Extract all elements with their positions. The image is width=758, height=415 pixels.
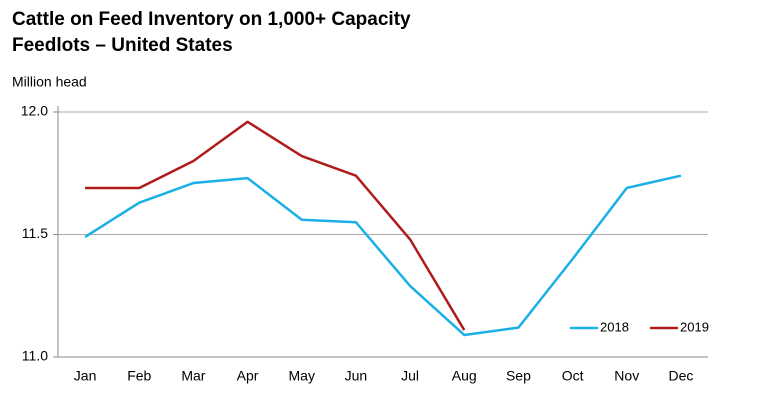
x-tick-label: Aug <box>452 368 477 384</box>
y-tick-label: 12.0 <box>21 103 48 119</box>
y-tick-label: 11.5 <box>22 225 48 241</box>
y-tick-label: 11.0 <box>22 348 48 364</box>
y-axis-label: Million head <box>12 74 87 90</box>
legend-label: 2019 <box>680 319 709 334</box>
x-tick-label: May <box>289 368 315 384</box>
x-tick-label: Jan <box>74 368 97 384</box>
line-series <box>85 120 466 331</box>
x-tick-label: Jun <box>345 368 368 384</box>
x-tick-label: Jul <box>401 368 419 384</box>
x-tick-label: Mar <box>181 368 205 384</box>
x-tick-label: Sep <box>506 368 531 384</box>
legend-label: 2018 <box>600 319 629 334</box>
x-tick-label: Oct <box>562 368 584 384</box>
x-tick-label: Feb <box>127 368 151 384</box>
chart-title: Cattle on Feed Inventory on 1,000+ Capac… <box>12 9 411 30</box>
line-series <box>84 174 682 337</box>
x-tick-label: Nov <box>614 368 639 384</box>
chart-title: Feedlots – United States <box>12 35 233 56</box>
x-tick-label: Dec <box>668 368 693 384</box>
x-tick-label: Apr <box>237 368 259 384</box>
